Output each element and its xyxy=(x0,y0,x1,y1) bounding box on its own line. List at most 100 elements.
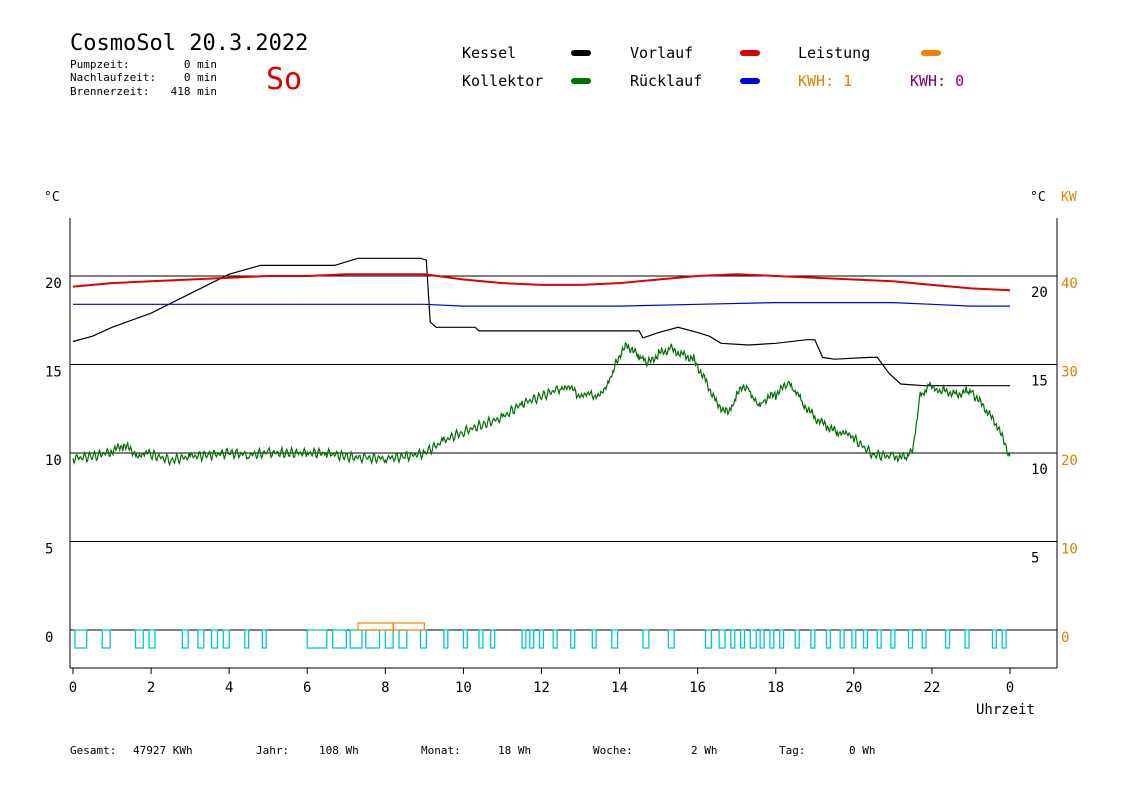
pump-pulse xyxy=(907,629,914,649)
pump-pulse xyxy=(591,629,597,649)
pump-pulse xyxy=(779,629,785,649)
stat-nachlaufzeit-value: 0 min xyxy=(184,71,217,84)
x-tick-label: 14 xyxy=(611,680,628,696)
legend: Kessel Vorlauf Leistung Kollektor Rückla… xyxy=(462,44,964,90)
pump-pulse xyxy=(759,629,765,649)
pump-pulse xyxy=(384,629,394,649)
footer-woche-label: Woche: xyxy=(593,744,633,757)
series-line-vorlauf xyxy=(72,273,1011,292)
pump-pulse xyxy=(443,629,449,649)
pump-pulse xyxy=(538,629,545,649)
pump-pulse xyxy=(964,629,970,649)
legend-kwh-2: KWH: 0 xyxy=(910,72,964,90)
pump-pulse xyxy=(794,629,800,649)
leistung-pulse xyxy=(357,622,394,631)
x-tick-label: 4 xyxy=(225,680,233,696)
legend-kwh-1: KWH: 1 xyxy=(798,72,852,90)
legend-kessel-swatch xyxy=(571,50,591,56)
axis-ticks: 0 5 10 15 20 5 10 15 20 0 10 20 30 40 0 2 4 6 8 10 12 14 16 18 2… xyxy=(45,276,1078,696)
pump-pulse xyxy=(876,629,882,649)
pump-pulse xyxy=(490,629,496,649)
stat-brennerzeit-label: Brennerzeit: xyxy=(70,85,149,98)
footer-woche-value: 2 Wh xyxy=(691,744,718,757)
footer-totals: Gesamt: 47927 KWh Jahr: 108 Wh Monat: 18… xyxy=(70,744,876,757)
chart-title: CosmoSol 20.3.2022 xyxy=(70,31,308,56)
pump-pulse xyxy=(74,629,88,649)
footer-jahr-value: 108 Wh xyxy=(319,744,359,757)
pump-pulse xyxy=(718,629,726,649)
right-tick-label: 10 xyxy=(1031,462,1048,478)
x-axis-label: Uhrzeit xyxy=(976,702,1035,718)
left-tick-label: 20 xyxy=(45,276,62,292)
series-line-ruecklauf xyxy=(73,302,1010,307)
pump-pulse xyxy=(991,629,997,649)
x-tick-label: 0 xyxy=(1006,680,1014,696)
right-kw-tick-label: 30 xyxy=(1061,365,1078,381)
pump-pulse xyxy=(890,629,896,649)
x-tick-label: 0 xyxy=(69,680,77,696)
stats-block: Pumpzeit: 0 min Nachlaufzeit: 0 min Bren… xyxy=(70,58,217,98)
left-tick-label: 15 xyxy=(45,365,62,381)
pump-pulse xyxy=(521,629,527,649)
pump-pulse xyxy=(261,629,267,649)
stat-pumpzeit-value: 0 min xyxy=(184,58,217,71)
pump-pulse xyxy=(306,629,328,649)
leistung-pulse xyxy=(392,622,425,631)
legend-leistung-label: Leistung xyxy=(798,44,870,62)
pump-pulse xyxy=(944,629,951,649)
x-tick-label: 8 xyxy=(381,680,389,696)
legend-leistung-swatch xyxy=(921,50,941,56)
legend-ruecklauf-swatch xyxy=(740,78,760,84)
pump-pulse xyxy=(611,629,619,649)
legend-kollektor-label: Kollektor xyxy=(462,72,543,90)
day-label: So xyxy=(266,62,302,97)
pump-pulse xyxy=(222,629,230,649)
pump-pulse xyxy=(181,629,189,649)
pump-pulse xyxy=(810,629,816,649)
pump-pulse xyxy=(642,629,650,649)
pump-pulse xyxy=(101,629,111,649)
left-axis-unit: °C xyxy=(44,190,60,205)
pump-pulse xyxy=(478,629,484,649)
x-tick-label: 10 xyxy=(455,680,472,696)
pump-pulse xyxy=(1001,629,1007,649)
pump-pulse xyxy=(570,629,576,649)
x-tick-label: 2 xyxy=(147,680,155,696)
pump-pulse xyxy=(331,629,347,649)
pump-pulse xyxy=(704,629,712,649)
left-tick-label: 5 xyxy=(45,542,53,558)
right-axis-unit: °C xyxy=(1030,190,1046,205)
footer-jahr-label: Jahr: xyxy=(256,744,289,757)
x-tick-label: 12 xyxy=(533,680,550,696)
pump-pulse xyxy=(365,629,381,649)
footer-tag-value: 0 Wh xyxy=(849,744,876,757)
legend-kollektor-swatch xyxy=(571,78,591,84)
footer-monat-value: 18 Wh xyxy=(498,744,531,757)
footer-gesamt-label: Gesamt: xyxy=(70,744,116,757)
pump-pulse xyxy=(921,629,927,649)
pump-pulse xyxy=(749,629,757,649)
x-tick-label: 6 xyxy=(303,680,311,696)
pump-pulse xyxy=(667,629,675,649)
right-tick-label: 15 xyxy=(1031,374,1048,390)
pump-pulse xyxy=(134,629,144,649)
right-tick-label: 20 xyxy=(1031,285,1048,301)
x-tick-label: 20 xyxy=(845,680,862,696)
legend-ruecklauf-label: Rücklauf xyxy=(630,72,702,90)
pump-pulse xyxy=(398,629,408,649)
series-layer xyxy=(72,257,1011,467)
legend-vorlauf-label: Vorlauf xyxy=(630,44,693,62)
right-kw-tick-label: 20 xyxy=(1061,453,1078,469)
footer-tag-label: Tag: xyxy=(779,744,806,757)
footer-monat-label: Monat: xyxy=(421,744,461,757)
pump-pulse xyxy=(349,629,363,649)
x-tick-label: 22 xyxy=(923,680,940,696)
pump-pulse xyxy=(210,629,219,649)
right-kw-tick-label: 40 xyxy=(1061,276,1078,292)
pump-pulse xyxy=(244,629,250,649)
right-kw-tick-label: 10 xyxy=(1061,542,1078,558)
pump-pulse xyxy=(839,629,845,649)
pulse-layer xyxy=(74,622,1007,649)
left-tick-label: 10 xyxy=(45,453,62,469)
